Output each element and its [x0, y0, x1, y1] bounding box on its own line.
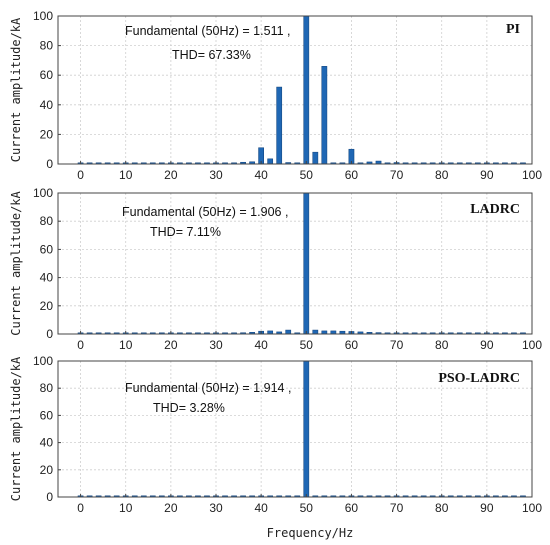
bar-42hz: [267, 158, 274, 165]
x-tick-label: 10: [119, 338, 133, 352]
x-tick-label: 50: [300, 168, 314, 182]
x-tick-label: 10: [119, 501, 133, 515]
y-tick-label: 40: [40, 98, 54, 112]
x-tick-label: 80: [435, 501, 449, 515]
bar-50hz: [303, 360, 310, 498]
x-tick-label: 20: [164, 338, 178, 352]
x-tick-label: 40: [254, 168, 268, 182]
x-tick-label: 30: [209, 501, 223, 515]
bar-52hz: [312, 329, 319, 335]
y-tick-label: 80: [40, 381, 54, 395]
plot-area: [58, 193, 532, 334]
y-axis-label: Current amplitude/kA: [9, 17, 23, 162]
bar-44hz: [276, 86, 283, 165]
y-tick-label: 80: [40, 214, 54, 228]
y-tick-label: 0: [46, 327, 53, 341]
x-tick-label: 20: [164, 501, 178, 515]
x-tick-label: 20: [164, 168, 178, 182]
y-tick-label: 20: [40, 299, 54, 313]
x-tick-label: 100: [522, 338, 542, 352]
axes-frame: [57, 360, 533, 498]
chart-panel-pso-ladrc: 0 10 20 30 40 50 60 70 80 90 100 0 20 40 60 80 100 Curren…: [9, 354, 542, 515]
x-tick-label: 90: [480, 168, 494, 182]
x-tick-label: 0: [77, 501, 84, 515]
thd-annotation: THD= 7.11%: [150, 225, 221, 239]
x-tick-label: 100: [522, 168, 542, 182]
thd-annotation: THD= 67.33%: [172, 48, 251, 62]
bar-50hz: [303, 15, 310, 165]
y-tick-label: 100: [33, 354, 53, 368]
bar-50hz: [303, 192, 310, 335]
x-tick-label: 60: [345, 168, 359, 182]
x-tick-label: 10: [119, 168, 133, 182]
y-tick-label: 100: [33, 186, 53, 200]
chart-panel-pi: 0 10 20 30 40 50 60 70 80 90 100 0 20 40 60 80 100 Curren…: [9, 9, 542, 182]
x-tick-label: 40: [254, 338, 268, 352]
x-tick-label: 30: [209, 338, 223, 352]
bar-46hz: [285, 329, 292, 335]
x-tick-label: 50: [300, 338, 314, 352]
y-tick-label: 40: [40, 436, 54, 450]
axes-frame: [57, 15, 533, 165]
x-tick-label: 60: [345, 501, 359, 515]
controller-label-pso-ladrc: PSO-LADRC: [438, 371, 520, 386]
x-tick-label: 90: [480, 501, 494, 515]
y-tick-label: 80: [40, 39, 54, 53]
x-tick-label: 70: [390, 338, 404, 352]
chart-panel-ladrc: 0 10 20 30 40 50 60 70 80 90 100 0 20 40 60 80 100 Curren…: [9, 186, 542, 352]
y-tick-label: 40: [40, 271, 54, 285]
x-tick-label: 50: [300, 501, 314, 515]
fundamental-annotation: Fundamental (50Hz) = 1.906 ,: [122, 205, 288, 219]
x-tick-label: 0: [77, 338, 84, 352]
y-tick-label: 100: [33, 9, 53, 23]
y-tick-label: 20: [40, 127, 54, 141]
y-axis-label: Current amplitude/kA: [9, 356, 23, 501]
x-tick-label: 40: [254, 501, 268, 515]
y-tick-label: 60: [40, 242, 54, 256]
bar-52hz: [312, 151, 319, 165]
y-tick-label: 0: [46, 490, 53, 504]
x-tick-label: 70: [390, 501, 404, 515]
x-tick-label: 100: [522, 501, 542, 515]
x-tick-label: 90: [480, 338, 494, 352]
x-tick-label: 80: [435, 168, 449, 182]
thd-annotation: THD= 3.28%: [153, 401, 225, 415]
x-tick-label: 60: [345, 338, 359, 352]
plot-area: [58, 361, 532, 497]
fundamental-annotation: Fundamental (50Hz) = 1.914 ,: [125, 381, 291, 395]
fundamental-annotation: Fundamental (50Hz) = 1.511 ,: [125, 24, 291, 38]
y-tick-label: 60: [40, 68, 54, 82]
x-axis-label: Frequency/Hz: [267, 526, 354, 540]
plot-area: [58, 16, 532, 164]
x-tick-label: 0: [77, 168, 84, 182]
bar-54hz: [321, 66, 328, 165]
x-tick-label: 30: [209, 168, 223, 182]
controller-label-ladrc: LADRC: [470, 202, 520, 217]
axes-frame: [57, 192, 533, 335]
x-tick-label: 80: [435, 338, 449, 352]
y-axis-label: Current amplitude/kA: [9, 190, 23, 335]
y-tick-label: 0: [46, 157, 53, 171]
x-tick-label: 70: [390, 168, 404, 182]
y-tick-label: 20: [40, 463, 54, 477]
controller-label-pi: PI: [506, 22, 520, 37]
y-tick-label: 60: [40, 408, 54, 422]
